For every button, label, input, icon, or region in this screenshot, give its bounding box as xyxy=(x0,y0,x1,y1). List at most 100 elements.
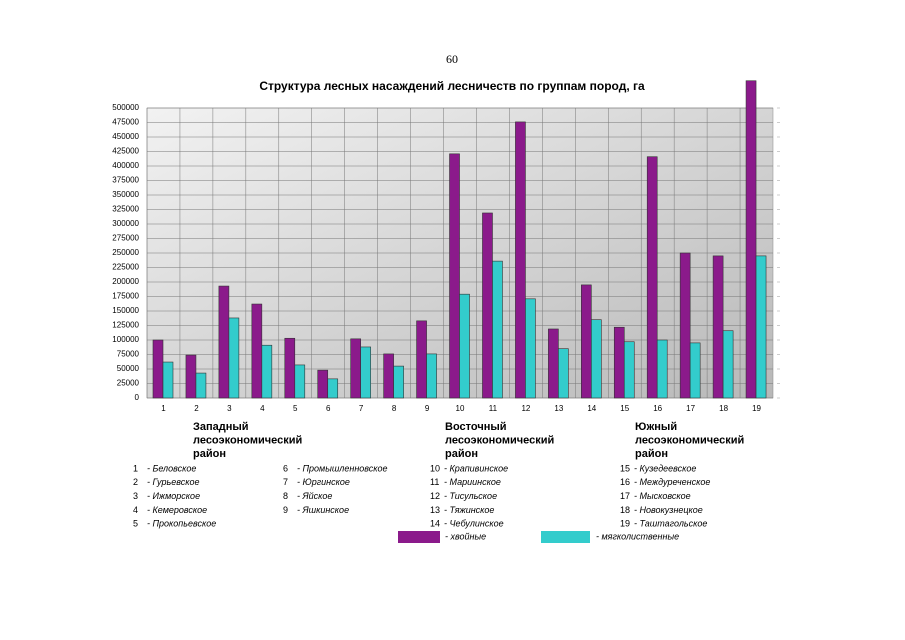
district-name: лесоэкономический xyxy=(193,434,302,446)
y-tick-label: 150000 xyxy=(112,306,139,315)
bar xyxy=(646,156,658,399)
item-name: - Тисульское xyxy=(444,491,497,501)
item-name: - Юргинское xyxy=(297,477,350,487)
y-tick-label: 300000 xyxy=(112,219,139,228)
bar xyxy=(525,298,536,399)
item-name: - Мариинское xyxy=(444,477,501,487)
bar xyxy=(482,212,493,399)
district-name: район xyxy=(193,448,226,460)
item-number: 11 xyxy=(430,477,439,487)
bar xyxy=(261,344,273,399)
legend-label: - хвойные xyxy=(445,531,486,541)
y-tick-label: 350000 xyxy=(112,190,139,199)
y-tick-label: 125000 xyxy=(112,321,139,330)
bar xyxy=(360,346,371,399)
legend-swatch xyxy=(541,531,590,543)
item-name: - Гурьевское xyxy=(147,477,200,487)
item-number: 8 xyxy=(283,491,288,501)
district-name: Восточный xyxy=(445,421,507,433)
item-number: 3 xyxy=(133,491,138,501)
chart-title: Структура лесных насаждений лесничеств п… xyxy=(259,79,645,93)
x-tick-label: 11 xyxy=(489,404,498,413)
x-tick-label: 19 xyxy=(752,404,761,413)
item-name: - Ижморское xyxy=(147,491,200,501)
bar xyxy=(317,369,329,399)
y-tick-label: 175000 xyxy=(112,292,139,301)
y-tick-label: 275000 xyxy=(112,234,139,243)
x-tick-label: 18 xyxy=(719,404,728,413)
item-number: 17 xyxy=(620,491,630,501)
x-tick-label: 16 xyxy=(653,404,662,413)
item-number: 18 xyxy=(620,505,630,515)
item-name: - Мысковское xyxy=(634,491,691,501)
item-number: 7 xyxy=(283,477,288,487)
y-tick-label: 375000 xyxy=(112,176,139,185)
item-number: 14 xyxy=(430,519,440,529)
item-name: - Междуреченское xyxy=(634,477,710,487)
y-tick-label: 225000 xyxy=(112,263,139,272)
x-tick-label: 5 xyxy=(293,404,298,413)
y-tick-label: 50000 xyxy=(117,364,140,373)
item-name: - Новокузнецкое xyxy=(634,505,703,515)
bar xyxy=(327,378,339,399)
bar xyxy=(294,364,306,399)
bar xyxy=(712,255,724,399)
x-tick-label: 13 xyxy=(554,404,563,413)
x-tick-label: 17 xyxy=(686,404,695,413)
x-tick-label: 8 xyxy=(392,404,397,413)
bar xyxy=(459,293,470,399)
item-number: 9 xyxy=(283,505,288,515)
item-number: 12 xyxy=(430,491,440,501)
y-tick-label: 425000 xyxy=(112,147,139,156)
district-name: Южный xyxy=(635,421,677,433)
item-name: - Яйское xyxy=(297,491,332,501)
bar xyxy=(284,337,296,399)
item-number: 4 xyxy=(133,505,138,515)
bar xyxy=(755,255,767,399)
x-tick-label: 10 xyxy=(456,404,465,413)
item-name: - Чебулинское xyxy=(444,519,504,529)
bar xyxy=(416,320,427,399)
bar xyxy=(152,339,164,399)
y-tick-label: 325000 xyxy=(112,205,139,214)
item-number: 19 xyxy=(620,519,630,529)
item-name: - Кузедеевское xyxy=(634,463,696,473)
y-tick-label: 0 xyxy=(135,393,140,402)
y-tick-label: 100000 xyxy=(112,335,139,344)
x-tick-label: 7 xyxy=(359,404,364,413)
item-name: - Беловское xyxy=(147,463,196,473)
bar xyxy=(162,361,174,399)
item-name: - Тяжинское xyxy=(444,505,494,515)
y-tick-label: 250000 xyxy=(112,248,139,257)
district-name: район xyxy=(445,448,478,460)
x-tick-label: 9 xyxy=(425,404,430,413)
item-number: 13 xyxy=(430,505,440,515)
item-number: 1 xyxy=(133,463,138,473)
bar xyxy=(449,153,460,399)
legend-swatch xyxy=(398,531,440,543)
item-number: 5 xyxy=(133,519,138,529)
bar xyxy=(558,348,569,399)
bar xyxy=(745,80,757,399)
bar xyxy=(228,317,240,399)
district-name: Западный xyxy=(193,421,249,433)
item-number: 15 xyxy=(620,463,630,473)
bar xyxy=(613,326,625,399)
bar xyxy=(623,341,635,399)
x-tick-label: 2 xyxy=(194,404,199,413)
bar xyxy=(492,260,503,399)
bar xyxy=(548,328,559,399)
bar xyxy=(393,365,404,399)
item-name: - Прокопьевское xyxy=(147,519,216,529)
district-name: лесоэкономический xyxy=(635,434,744,446)
item-name: - Промышленновское xyxy=(297,463,388,473)
x-tick-label: 4 xyxy=(260,404,265,413)
district-name: район xyxy=(635,448,668,460)
y-tick-label: 450000 xyxy=(112,132,139,141)
item-name: - Яшкинское xyxy=(297,505,349,515)
x-tick-label: 12 xyxy=(521,404,530,413)
y-tick-label: 200000 xyxy=(112,277,139,286)
item-name: - Кемеровское xyxy=(147,505,207,515)
